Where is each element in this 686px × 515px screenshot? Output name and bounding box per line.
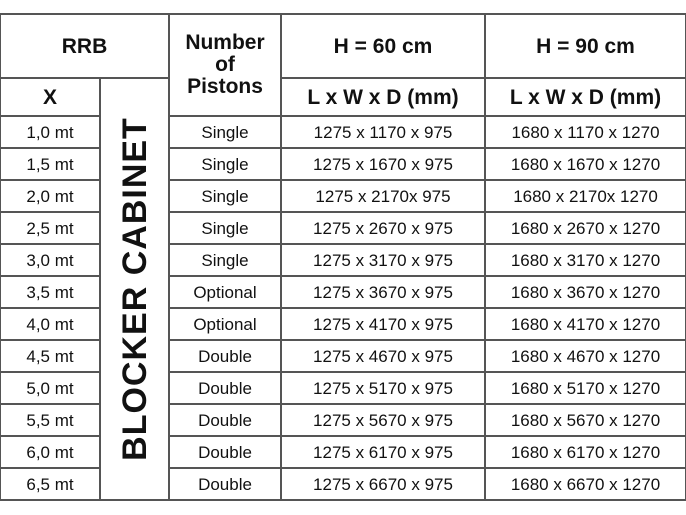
cell-h90: 1680 x 4670 x 1270 <box>484 339 686 373</box>
cell-x: 3,5 mt <box>0 275 101 309</box>
cell-h90: 1680 x 6670 x 1270 <box>484 467 686 501</box>
cell-pistons: Double <box>168 435 282 469</box>
pistons-header-line: Pistons <box>187 75 263 99</box>
cell-pistons: Single <box>168 243 282 277</box>
cell-h90: 1680 x 2670 x 1270 <box>484 211 686 245</box>
cell-h90: 1680 x 1670 x 1270 <box>484 147 686 181</box>
cell-h60: 1275 x 1170 x 975 <box>280 115 486 149</box>
cell-h90: 1680 x 1170 x 1270 <box>484 115 686 149</box>
pistons-header-line: Number <box>185 30 265 54</box>
cell-x: 5,5 mt <box>0 403 101 437</box>
h60-header: H = 60 cm <box>280 13 486 79</box>
cell-h60: 1275 x 5670 x 975 <box>280 403 486 437</box>
h90-header: H = 90 cm <box>484 13 686 79</box>
table-row: 1,5 mt Single 1275 x 1670 x 975 1680 x 1670… <box>0 147 686 181</box>
table-row: 4,5 mt Double 1275 x 4670 x 975 1680 x 4670… <box>0 339 686 373</box>
cell-h90: 1680 x 3670 x 1270 <box>484 275 686 309</box>
table-row: 6,5 mt Double 1275 x 6670 x 975 1680 x 6670… <box>0 467 686 501</box>
cell-h60: 1275 x 6170 x 975 <box>280 435 486 469</box>
rrb-header: RRB <box>0 13 170 79</box>
cell-h90: 1680 x 5170 x 1270 <box>484 371 686 405</box>
cell-x: 4,5 mt <box>0 339 101 373</box>
cell-pistons: Single <box>168 147 282 181</box>
dimensions-table: RRB Number of Pistons H = 60 cm H = 90 c… <box>0 13 686 501</box>
table-row: 5,5 mt Double 1275 x 5670 x 975 1680 x 5670… <box>0 403 686 437</box>
cell-h60: 1275 x 4670 x 975 <box>280 339 486 373</box>
cell-h90: 1680 x 4170 x 1270 <box>484 307 686 341</box>
cell-x: 6,5 mt <box>0 467 101 501</box>
cell-x: 4,0 mt <box>0 307 101 341</box>
cell-x: 6,0 mt <box>0 435 101 469</box>
cell-h90: 1680 x 3170 x 1270 <box>484 243 686 277</box>
cell-pistons: Double <box>168 339 282 373</box>
cell-x: 5,0 mt <box>0 371 101 405</box>
cell-h60: 1275 x 3670 x 975 <box>280 275 486 309</box>
table-row: 1,0 mt Single 1275 x 1170 x 975 1680 x 1170… <box>0 115 686 149</box>
dims90-header: L x W x D (mm) <box>484 77 686 117</box>
pistons-header-line: of <box>215 52 235 76</box>
cell-x: 3,0 mt <box>0 243 101 277</box>
cell-pistons: Single <box>168 115 282 149</box>
cell-h90: 1680 x 6170 x 1270 <box>484 435 686 469</box>
cell-h60: 1275 x 1670 x 975 <box>280 147 486 181</box>
cell-h60: 1275 x 5170 x 975 <box>280 371 486 405</box>
cell-pistons: Optional <box>168 307 282 341</box>
table-row: 6,0 mt Double 1275 x 6170 x 975 1680 x 6170… <box>0 435 686 469</box>
cell-h60: 1275 x 2170x 975 <box>280 179 486 213</box>
x-header: X <box>0 77 101 117</box>
table-row: 3,5 mt Optional 1275 x 3670 x 975 1680 x 36… <box>0 275 686 309</box>
table-row: 5,0 mt Double 1275 x 5170 x 975 1680 x 5170… <box>0 371 686 405</box>
cell-pistons: Single <box>168 211 282 245</box>
cell-x: 2,0 mt <box>0 179 101 213</box>
dims60-header: L x W x D (mm) <box>280 77 486 117</box>
pistons-header: Number of Pistons <box>168 13 282 117</box>
blocker-cabinet-label: BLOCKER CABINET <box>115 117 154 461</box>
cell-h60: 1275 x 3170 x 975 <box>280 243 486 277</box>
table-row: 2,5 mt Single 1275 x 2670 x 975 1680 x 2670… <box>0 211 686 245</box>
cell-x: 2,5 mt <box>0 211 101 245</box>
cell-h60: 1275 x 4170 x 975 <box>280 307 486 341</box>
cell-pistons: Single <box>168 179 282 213</box>
cell-pistons: Double <box>168 371 282 405</box>
cell-h90: 1680 x 5670 x 1270 <box>484 403 686 437</box>
cell-pistons: Double <box>168 403 282 437</box>
cell-h90: 1680 x 2170x 1270 <box>484 179 686 213</box>
cell-h60: 1275 x 2670 x 975 <box>280 211 486 245</box>
cell-pistons: Double <box>168 467 282 501</box>
cell-h60: 1275 x 6670 x 975 <box>280 467 486 501</box>
cell-x: 1,5 mt <box>0 147 101 181</box>
cell-pistons: Optional <box>168 275 282 309</box>
cell-x: 1,0 mt <box>0 115 101 149</box>
table-row: 2,0 mt Single 1275 x 2170x 975 1680 x 2170x… <box>0 179 686 213</box>
table-row: 4,0 mt Optional 1275 x 4170 x 975 1680 x 41… <box>0 307 686 341</box>
blocker-cabinet-cell: BLOCKER CABINET <box>99 77 170 501</box>
table-row: 3,0 mt Single 1275 x 3170 x 975 1680 x 3170… <box>0 243 686 277</box>
